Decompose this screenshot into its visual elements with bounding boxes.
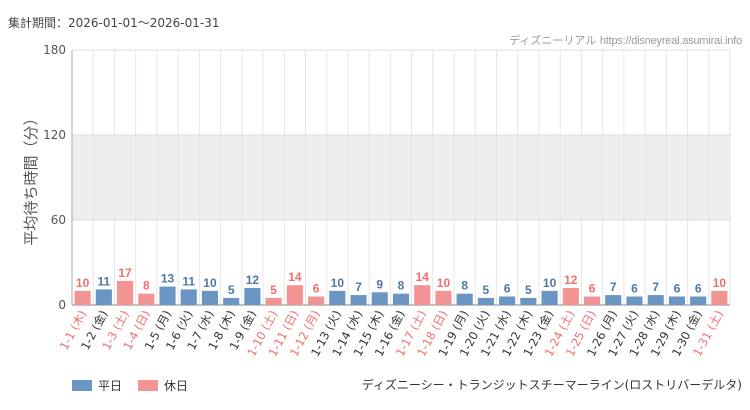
legend-swatch-weekday <box>72 380 92 391</box>
legend-label-weekday: 平日 <box>98 379 123 393</box>
bar-value-label: 6 <box>695 282 702 296</box>
bar-value-label: 10 <box>713 276 727 290</box>
bar-value-label: 10 <box>437 276 451 290</box>
bar <box>435 290 452 305</box>
legend-item-holiday: 休日 <box>138 377 188 394</box>
bar <box>477 297 494 305</box>
bar-value-label: 7 <box>652 280 659 294</box>
bar <box>520 297 537 305</box>
legend-label-holiday: 休日 <box>164 379 189 393</box>
bar <box>159 286 176 305</box>
legend-swatch-holiday <box>138 380 159 391</box>
bar <box>223 297 240 305</box>
bar-value-label: 6 <box>589 282 596 296</box>
bar <box>116 280 134 305</box>
bar-value-label: 7 <box>610 280 617 294</box>
site-name: ディズニーリアル <box>509 34 597 47</box>
bar-value-label: 12 <box>564 273 578 287</box>
legend: 平日 休日 <box>72 377 188 394</box>
bar <box>690 296 707 305</box>
bar-value-label: 6 <box>313 282 320 296</box>
bar <box>308 296 325 305</box>
bar <box>350 295 367 305</box>
bar <box>329 290 346 305</box>
bar-value-label: 8 <box>143 279 150 293</box>
site-url-link[interactable]: https://disneyreal.asumirai.info <box>599 35 742 47</box>
y-tick-label: 180 <box>43 43 66 57</box>
y-tick-label: 120 <box>43 128 66 142</box>
bar <box>392 293 410 305</box>
bar-value-label: 6 <box>504 282 511 296</box>
bar-value-label: 17 <box>118 266 132 280</box>
y-tick-label: 60 <box>51 213 66 227</box>
bar-value-label: 6 <box>631 282 638 296</box>
bar <box>138 293 155 305</box>
bar <box>626 296 643 305</box>
bar-value-label: 12 <box>246 273 260 287</box>
bar-value-label: 14 <box>416 270 430 284</box>
attraction-name: ディズニーシー・トランジットスチーマーライン(ロストリバーデルタ) <box>361 378 742 392</box>
bar-value-label: 11 <box>97 274 110 288</box>
bar <box>583 296 601 305</box>
bar-value-label: 10 <box>543 276 557 290</box>
bar <box>286 285 303 305</box>
bar-value-label: 13 <box>161 272 175 286</box>
period-label: 集計期間：2026-01-01〜2026-01-31 <box>8 16 220 30</box>
bar <box>499 296 516 305</box>
bar-value-label: 6 <box>674 282 681 296</box>
bar-value-label: 7 <box>355 280 362 294</box>
legend-item-weekday: 平日 <box>72 377 122 394</box>
bar-value-label: 5 <box>270 283 277 297</box>
bar <box>244 288 261 305</box>
bar <box>74 290 91 305</box>
y-tick-label: 0 <box>58 298 66 312</box>
bar-value-label: 5 <box>483 283 490 297</box>
bar <box>541 290 558 305</box>
bar-value-label: 8 <box>398 279 405 293</box>
bar <box>201 290 219 305</box>
bar-value-label: 5 <box>228 283 235 297</box>
bar-value-label: 8 <box>461 279 468 293</box>
bar <box>668 296 686 305</box>
bar-value-label: 9 <box>376 277 383 291</box>
bar-value-label: 11 <box>182 274 195 288</box>
site-credit: ディズニーリアル https://disneyreal.asumirai.inf… <box>509 32 742 48</box>
bar <box>605 295 622 305</box>
bar-value-label: 10 <box>331 276 345 290</box>
bar <box>711 290 728 305</box>
bar <box>414 285 431 305</box>
bar <box>562 288 579 305</box>
bar-value-label: 10 <box>76 276 90 290</box>
bar <box>95 289 112 305</box>
y-axis-label: 平均待ち時間（分） <box>22 110 40 245</box>
bar-value-label: 10 <box>203 276 217 290</box>
shaded-band <box>72 135 730 220</box>
bar <box>265 297 282 305</box>
bar <box>456 293 473 305</box>
bar <box>371 292 388 305</box>
bar-value-label: 14 <box>288 270 302 284</box>
bar-value-label: 5 <box>525 283 532 297</box>
bar <box>647 295 664 305</box>
bar <box>180 289 197 305</box>
